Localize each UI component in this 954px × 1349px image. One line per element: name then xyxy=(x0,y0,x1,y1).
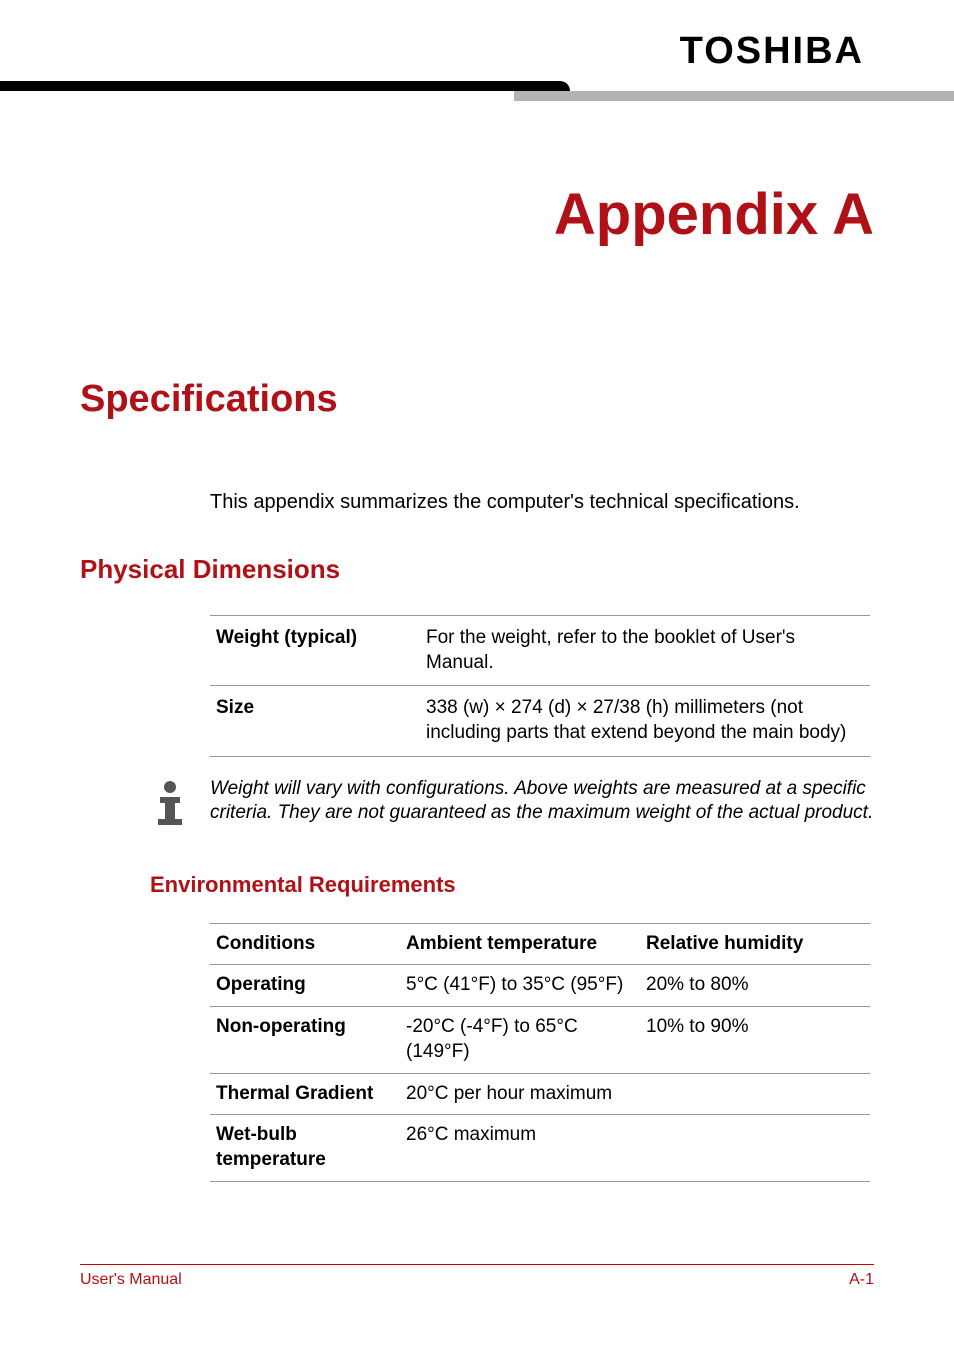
table-header-row: Conditions Ambient temperature Relative … xyxy=(210,923,870,965)
row-label: Wet-bulb temperature xyxy=(210,1115,400,1181)
row-label: Operating xyxy=(210,965,400,1007)
header-black-bar xyxy=(0,81,570,91)
row-temp: 5°C (41°F) to 35°C (95°F) xyxy=(400,965,640,1007)
note-block: Weight will vary with configurations. Ab… xyxy=(150,777,874,832)
table-row: Weight (typical) For the weight, refer t… xyxy=(210,616,870,686)
environmental-heading: Environmental Requirements xyxy=(150,872,874,898)
row-label: Thermal Gradient xyxy=(210,1073,400,1115)
row-humidity: 20% to 80% xyxy=(640,965,870,1007)
table-row: Wet-bulb temperature 26°C maximum xyxy=(210,1115,870,1181)
row-label: Non-operating xyxy=(210,1007,400,1073)
environmental-table: Conditions Ambient temperature Relative … xyxy=(210,923,870,1182)
physical-table: Weight (typical) For the weight, refer t… xyxy=(210,615,870,757)
note-text: Weight will vary with configurations. Ab… xyxy=(210,777,874,826)
header-rule xyxy=(80,81,874,101)
header-gray-bar xyxy=(514,91,954,101)
row-temp: 20°C per hour maximum xyxy=(400,1073,640,1115)
info-icon xyxy=(150,779,192,832)
footer-left: User's Manual xyxy=(80,1271,182,1289)
section-title: Specifications xyxy=(80,378,874,421)
col-header: Ambient temperature xyxy=(400,923,640,965)
row-humidity: 10% to 90% xyxy=(640,1007,870,1073)
intro-text: This appendix summarizes the computer's … xyxy=(210,491,874,514)
row-value: For the weight, refer to the booklet of … xyxy=(420,616,870,686)
table-row: Non-operating -20°C (-4°F) to 65°C (149°… xyxy=(210,1007,870,1073)
row-humidity xyxy=(640,1115,870,1181)
appendix-title: Appendix A xyxy=(80,181,874,248)
col-header: Conditions xyxy=(210,923,400,965)
row-label: Weight (typical) xyxy=(210,616,420,686)
footer-right: A-1 xyxy=(849,1271,874,1289)
col-header: Relative humidity xyxy=(640,923,870,965)
row-label: Size xyxy=(210,686,420,756)
row-temp: 26°C maximum xyxy=(400,1115,640,1181)
physical-heading: Physical Dimensions xyxy=(80,554,874,585)
row-temp: -20°C (-4°F) to 65°C (149°F) xyxy=(400,1007,640,1073)
table-row: Operating 5°C (41°F) to 35°C (95°F) 20% … xyxy=(210,965,870,1007)
row-value: 338 (w) × 274 (d) × 27/38 (h) millimeter… xyxy=(420,686,870,756)
brand-logo: TOSHIBA xyxy=(80,30,874,73)
table-row: Thermal Gradient 20°C per hour maximum xyxy=(210,1073,870,1115)
table-row: Size 338 (w) × 274 (d) × 27/38 (h) milli… xyxy=(210,686,870,756)
page-footer: User's Manual A-1 xyxy=(80,1264,874,1289)
row-humidity xyxy=(640,1073,870,1115)
